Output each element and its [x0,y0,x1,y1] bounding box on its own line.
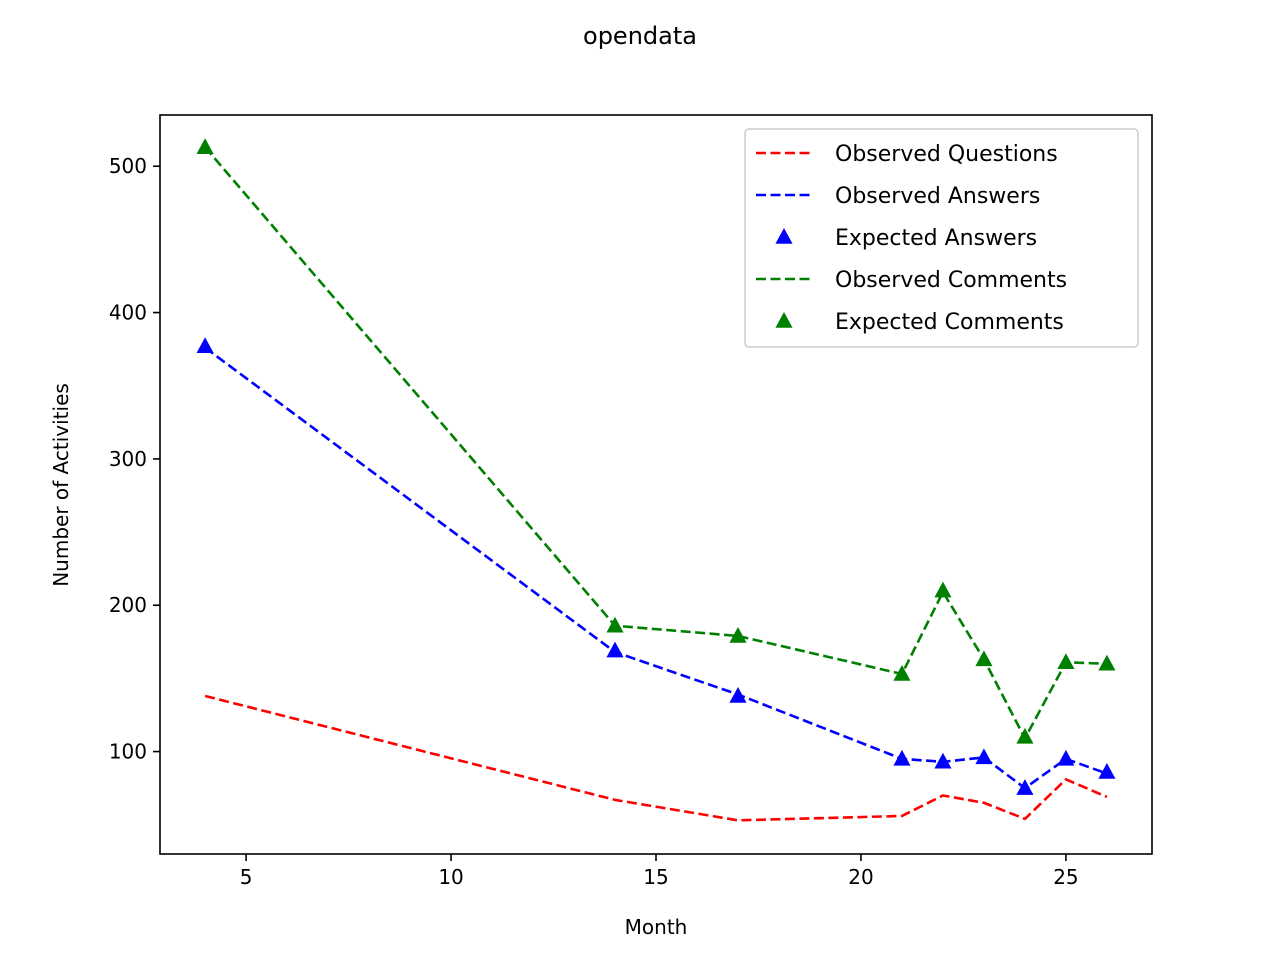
y-tick-label-0: 100 [109,740,147,764]
marker-4-6 [1016,727,1034,744]
chart-title: opendata [583,22,697,50]
marker-2-8 [1098,763,1116,779]
x-tick-label-0: 5 [240,865,253,889]
marker-4-1 [606,616,624,633]
legend-swatch-4 [775,312,793,328]
legend-box [744,128,1139,348]
series-line-0 [204,694,1108,822]
y-tick-label-1: 200 [109,593,147,617]
marker-4-3 [893,665,911,681]
marker-4-2 [729,626,747,643]
marker-2-7 [1057,749,1075,766]
legend-label-2: Expected Answers [835,226,1037,251]
y-tick-label-4: 500 [109,154,147,178]
legend-label-1: Observed Answers [835,184,1040,209]
x-tick-label-4: 25 [1053,865,1078,889]
y-tick-label-3: 400 [109,301,147,325]
marker-2-2 [729,686,747,703]
marker-4-8 [1098,654,1116,671]
marker-4-5 [975,650,993,667]
legend: Observed Questions Observed Answers Expect… [744,128,1139,348]
x-tick-label-2: 15 [643,865,668,889]
marker-2-3 [893,749,911,766]
y-axis-label: Number of Activities [49,383,73,587]
marker-4-4 [934,581,952,598]
series-line-1 [204,346,1108,790]
marker-4-0 [196,138,214,154]
marker-4-7 [1057,653,1075,670]
legend-label-3: Observed Comments [835,268,1067,293]
marker-2-6 [1016,779,1034,795]
marker-2-4 [934,752,952,769]
y-tick-label-2: 300 [109,447,147,471]
legend-swatch-2 [775,228,793,244]
marker-2-1 [606,641,624,658]
x-tick-label-1: 10 [438,865,463,889]
marker-2-0 [196,337,214,353]
marker-2-5 [975,748,993,765]
legend-label-0: Observed Questions [835,142,1058,167]
series-line-3 [204,146,1107,742]
legend-label-4: Expected Comments [835,310,1064,335]
x-tick-label-3: 20 [848,865,873,889]
x-axis-label: Month [625,915,688,939]
plot-area: 5 10 15 20 25 100 200 300 400 500 Observed Questio… [109,114,1153,889]
